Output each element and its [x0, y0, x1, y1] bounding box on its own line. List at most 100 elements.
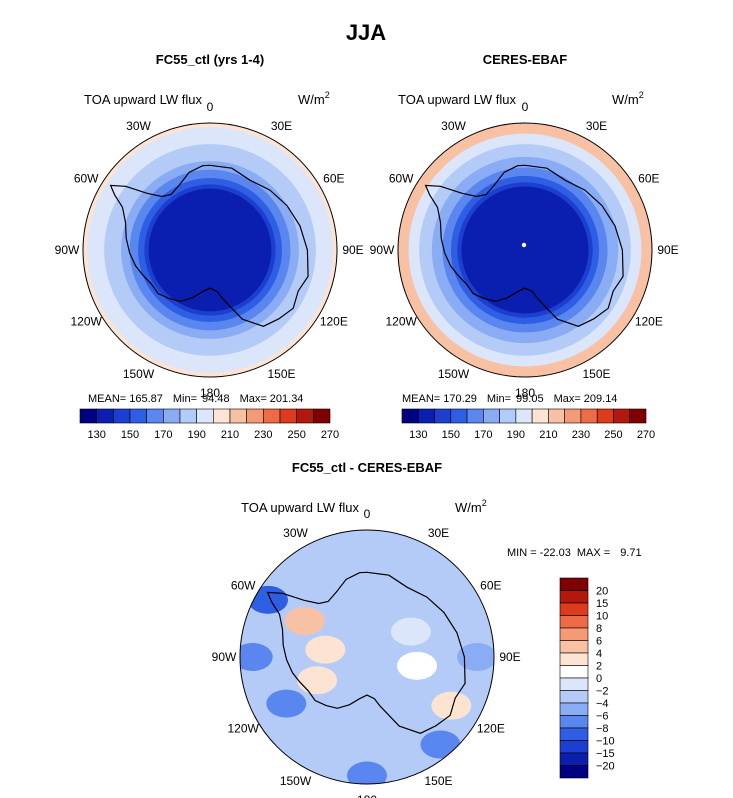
longitude-label: 180: [200, 386, 220, 400]
polar-map: [240, 530, 494, 784]
panel-difference: FC55_ctl - CERES-EBAF TOA upward LW flux…: [212, 460, 642, 798]
longitude-label: 60W: [389, 172, 414, 186]
coastline: [424, 164, 624, 327]
colorbar-box: [564, 408, 582, 424]
colorbar-tick-label: 6: [596, 636, 602, 648]
colorbar-box: [313, 408, 331, 424]
antarctica-coastline: [109, 164, 309, 327]
colorbar-box: [559, 665, 589, 679]
panel-title: CERES-EBAF: [483, 52, 568, 67]
longitude-label: 60W: [231, 579, 256, 593]
longitude-label: 60E: [638, 172, 659, 186]
colorbar-tick-label: 150: [442, 429, 460, 441]
longitude-label: 120W: [385, 315, 417, 329]
colorbar-tick-label: 8: [596, 623, 602, 635]
colorbar-box: [483, 408, 500, 424]
colorbar-box: [559, 702, 589, 716]
longitude-label: 120E: [635, 315, 663, 329]
colorbar-tick-label: 170: [474, 429, 492, 441]
colorbar-tick-label: −15: [596, 748, 615, 760]
longitude-label: 150E: [424, 774, 452, 788]
colorbar-tick-label: −8: [596, 723, 609, 735]
colorbar-box: [559, 590, 589, 604]
colorbar-tick-label: −4: [596, 698, 609, 710]
longitude-label: 30E: [271, 119, 292, 133]
stats-line: MIN = -22.03 MAX = 9.71: [507, 547, 642, 559]
longitude-label: 180: [357, 793, 377, 798]
longitude-label: 90W: [212, 650, 237, 664]
difference-anomaly: [305, 635, 346, 664]
colorbar-box: [113, 408, 131, 424]
longitude-label: 60E: [323, 172, 344, 186]
colorbar-tick-label: 270: [637, 429, 655, 441]
colorbar-tick-label: 0: [596, 673, 602, 685]
longitude-labels: 0 30E 60E 90E 120E 150E 180 150W 120W 90W 60W 30W: [370, 100, 679, 400]
colorbar-box: [559, 652, 589, 666]
colorbar-box: [417, 408, 435, 424]
panel-model: FC55_ctl (yrs 1-4) TOA upward LW flux W/…: [55, 52, 364, 441]
colorbar-tick-label: 15: [596, 598, 608, 610]
colorbar: 130 150 170 190 210 230 250 270: [401, 408, 655, 441]
longitude-labels: 0 30E 60E 90E 120E 150E 180 150W 120W 90W 60W 30W: [212, 507, 521, 798]
colorbar-tick-label: 230: [572, 429, 590, 441]
longitude-label: 0: [522, 100, 529, 114]
difference-background: [240, 530, 494, 784]
colorbar-box: [129, 408, 147, 424]
colorbar-box: [229, 408, 247, 424]
difference-anomaly: [390, 617, 431, 646]
difference-anomaly: [297, 666, 338, 695]
difference-anomaly: [431, 691, 472, 720]
longitude-label: 180: [515, 386, 535, 400]
stats-line: MEAN= 170.29 Min= 99.05 Max= 209.14: [402, 393, 617, 405]
colorbar-tick-label: 210: [221, 429, 239, 441]
colorbar-box: [613, 408, 631, 424]
colorbar-tick-label: 20: [596, 586, 608, 598]
colorbar-box: [559, 765, 589, 779]
longitude-label: 120W: [227, 722, 259, 736]
longitude-label: 30W: [283, 526, 308, 540]
colorbar-tick-label: 170: [154, 429, 172, 441]
coastline: [266, 571, 466, 734]
colorbar-box: [246, 408, 264, 424]
colorbar-box: [548, 408, 565, 424]
colorbar-box: [196, 408, 214, 424]
polar-map: [398, 123, 652, 377]
longitude-label: 90E: [499, 650, 520, 664]
colorbar-box: [466, 408, 484, 424]
longitude-label: 30W: [126, 119, 151, 133]
longitude-label: 120E: [477, 722, 505, 736]
longitude-label: 90E: [342, 243, 363, 257]
longitude-label: 120W: [70, 315, 102, 329]
colorbar-tick-label: 2: [596, 661, 602, 673]
colorbar-box: [559, 690, 589, 704]
difference-anomaly: [240, 643, 273, 671]
difference-anomaly: [266, 689, 307, 718]
difference-anomaly: [284, 607, 325, 636]
colorbar-tick-label: 250: [287, 429, 305, 441]
flux-contour-band: [461, 186, 589, 314]
colorbar-box: [559, 740, 589, 754]
colorbar-box: [559, 727, 589, 741]
colorbar-box: [146, 408, 164, 424]
colorbar-box: [79, 408, 97, 424]
map-border: [82, 122, 338, 378]
colorbar-tick-label: 190: [507, 429, 525, 441]
difference-anomaly: [347, 761, 387, 784]
longitude-label: 90E: [657, 243, 678, 257]
colorbar-box: [515, 408, 533, 424]
longitude-label: 150E: [267, 367, 295, 381]
colorbar-box: [163, 408, 181, 424]
longitude-label: 120E: [320, 315, 348, 329]
colorbar-box: [296, 408, 314, 424]
variable-label: TOA upward LW flux: [241, 500, 360, 515]
colorbar-box: [580, 408, 598, 424]
colorbar-box: [559, 627, 589, 641]
difference-anomaly: [457, 643, 494, 671]
colorbar-tick-label: 270: [321, 429, 339, 441]
colorbar-box: [629, 408, 647, 424]
colorbar-tick-label: 230: [254, 429, 272, 441]
colorbar-box: [401, 408, 419, 424]
longitude-label: 30W: [441, 119, 466, 133]
colorbar-tick-label: −10: [596, 736, 615, 748]
